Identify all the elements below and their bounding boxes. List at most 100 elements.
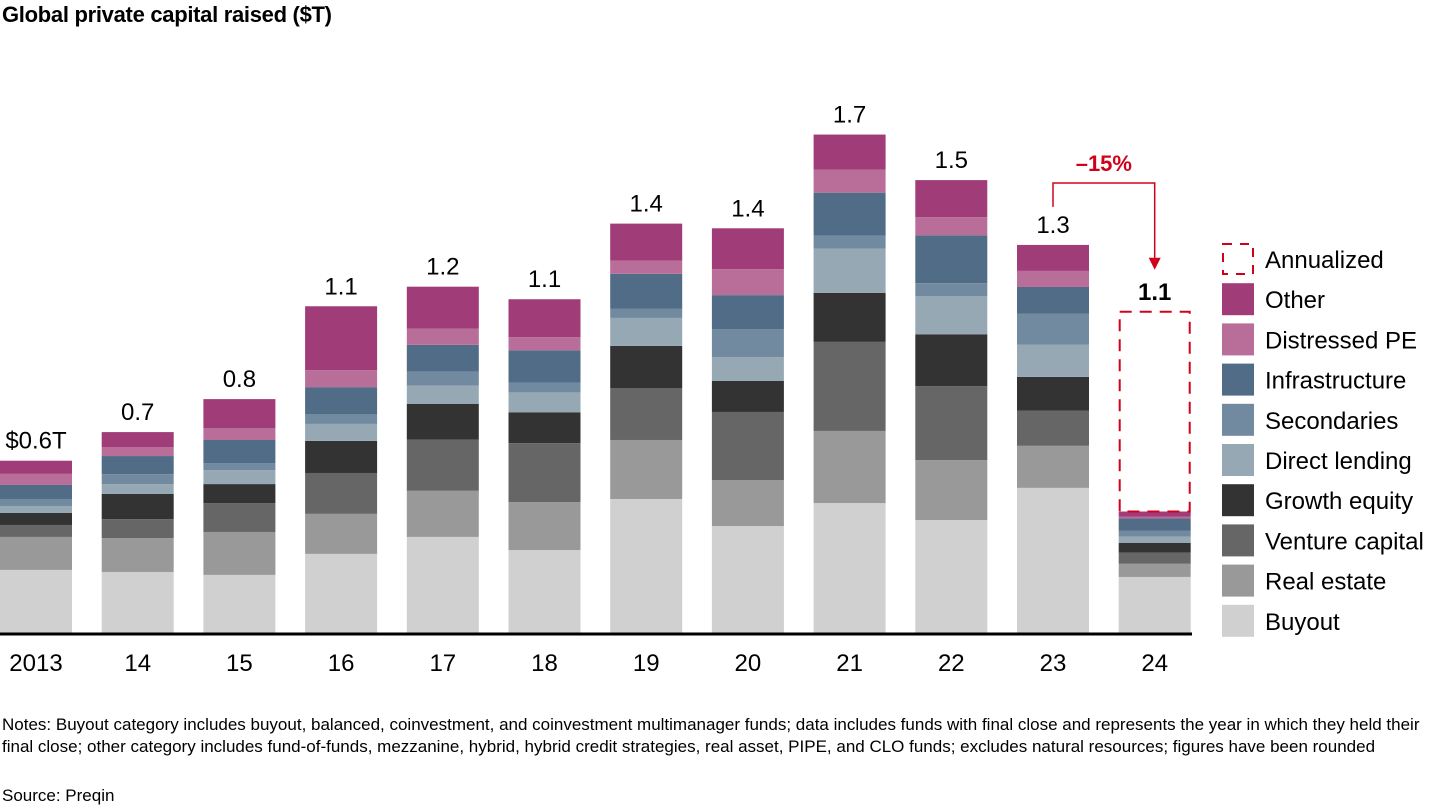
bar-segment-growth-equity [813,292,886,342]
bar-segment-direct-lending [305,423,378,441]
bar-segment-real-estate [101,538,174,572]
bar-total-label: 0.8 [223,366,256,393]
legend-swatch-distressed-pe [1222,323,1254,356]
bar-segment-growth-equity [711,381,784,412]
bar-segment-other [813,134,886,170]
bar-total-label: 1.3 [1036,212,1069,239]
bar-segment-infrastructure [711,295,784,330]
bar-segment-secondaries [203,463,276,471]
bar-segment-growth-equity [305,440,378,473]
bar-segment-infrastructure [1118,518,1191,531]
legend-label: Real estate [1265,569,1386,596]
bar-segment-venture-capital [813,341,886,431]
bar-segment-buyout [305,553,378,633]
legend-label: Other [1265,287,1325,314]
bar-segment-direct-lending [1017,344,1089,377]
bar-segment-secondaries [610,308,683,318]
bar-segment-secondaries [508,382,581,393]
bar-segment-distressed-pe [1118,516,1191,519]
bar-segment-infrastructure [406,344,479,372]
legend-swatch-secondaries [1222,403,1254,436]
bar-segment-venture-capital [101,519,174,539]
x-tick-label: 18 [531,650,558,677]
legend-label: Growth equity [1265,488,1413,515]
bar-segment-secondaries [813,235,886,249]
bar-segment-distressed-pe [711,269,784,296]
annualized-box [1118,310,1191,513]
chart-notes: Notes: Buyout category includes buyout, … [2,715,1420,756]
x-tick-label: 20 [735,650,762,677]
legend-label: Direct lending [1265,448,1412,475]
x-tick-label: 2013 [9,650,62,677]
legend-swatch-buyout [1222,604,1254,637]
bar-segment-distressed-pe [813,169,886,193]
bar-segment-buyout [813,503,886,633]
bar-segment-distressed-pe [203,428,276,440]
bar-segment-real-estate [406,490,479,537]
bar-segment-infrastructure [508,350,581,383]
bar-segment-other [915,180,988,218]
bar-segment-secondaries [305,414,378,424]
x-tick-label: 22 [938,650,965,677]
bar-segment-buyout [203,574,276,633]
bar-segment-infrastructure [915,235,988,284]
bar-segment-direct-lending [915,296,988,335]
bar-segment-real-estate [915,460,988,520]
bar-segment-buyout [711,526,784,633]
bar-segment-venture-capital [305,472,378,514]
bar-segment-growth-equity [406,403,479,440]
bar-segment-growth-equity [508,412,581,444]
bar-segment-venture-capital [508,443,581,503]
bar-segment-real-estate [711,479,784,527]
bar-segment-secondaries [0,498,72,506]
legend-label: Annualized [1265,247,1384,274]
legend-swatch-venture-capital [1222,524,1254,557]
bar-segment-secondaries [406,371,479,386]
bar-segment-direct-lending [203,470,276,485]
bar-segment-other [1017,244,1089,271]
bar-segment-infrastructure [203,439,276,464]
bar-total-label: 1.4 [630,191,663,218]
legend-label: Buyout [1265,609,1340,636]
legend-swatch-other [1222,283,1254,316]
bar-segment-real-estate [508,502,581,551]
x-tick-label: 21 [836,650,863,677]
x-tick-label: 16 [328,650,355,677]
bar-total-label: $0.6T [5,428,67,455]
change-annotation-label: –15% [1076,151,1132,176]
bar-segment-other [508,299,581,338]
bar-segment-other [1118,511,1191,517]
bar-segment-secondaries [915,283,988,297]
bar-segment-infrastructure [1017,286,1089,314]
bar-total-label: 1.1 [1138,279,1171,306]
bar-segment-venture-capital [1017,410,1089,446]
bar-segment-direct-lending [101,484,174,495]
bar-segment-real-estate [305,513,378,554]
bar-segment-infrastructure [305,387,378,414]
bar-segment-distressed-pe [915,217,988,236]
legend-label: Venture capital [1265,528,1424,555]
change-arrow-line [1052,182,1156,260]
bar-total-label: 1.1 [528,266,561,293]
bar-segment-direct-lending [711,357,784,382]
bar-segment-venture-capital [711,411,784,480]
bar-segment-buyout [406,536,479,633]
change-arrow-head [1148,257,1161,270]
bar-segment-infrastructure [101,456,174,475]
bar-segment-direct-lending [813,248,886,293]
legend-swatch-annualized [1222,243,1254,275]
bar-segment-other [406,286,479,329]
bar-segment-distressed-pe [508,337,581,351]
bar-segment-distressed-pe [1017,270,1089,287]
bar-segment-real-estate [610,439,683,499]
bar-total-label: 1.5 [935,147,968,174]
legend-label: Infrastructure [1265,368,1406,395]
legend-swatch-growth-equity [1222,484,1254,517]
bar-segment-growth-equity [1118,542,1191,553]
bar-segment-growth-equity [101,494,174,520]
bar-segment-buyout [915,519,988,633]
bar-segment-direct-lending [406,385,479,404]
bar-segment-real-estate [0,536,72,570]
bar-segment-infrastructure [813,192,886,236]
bar-segment-infrastructure [610,273,683,309]
